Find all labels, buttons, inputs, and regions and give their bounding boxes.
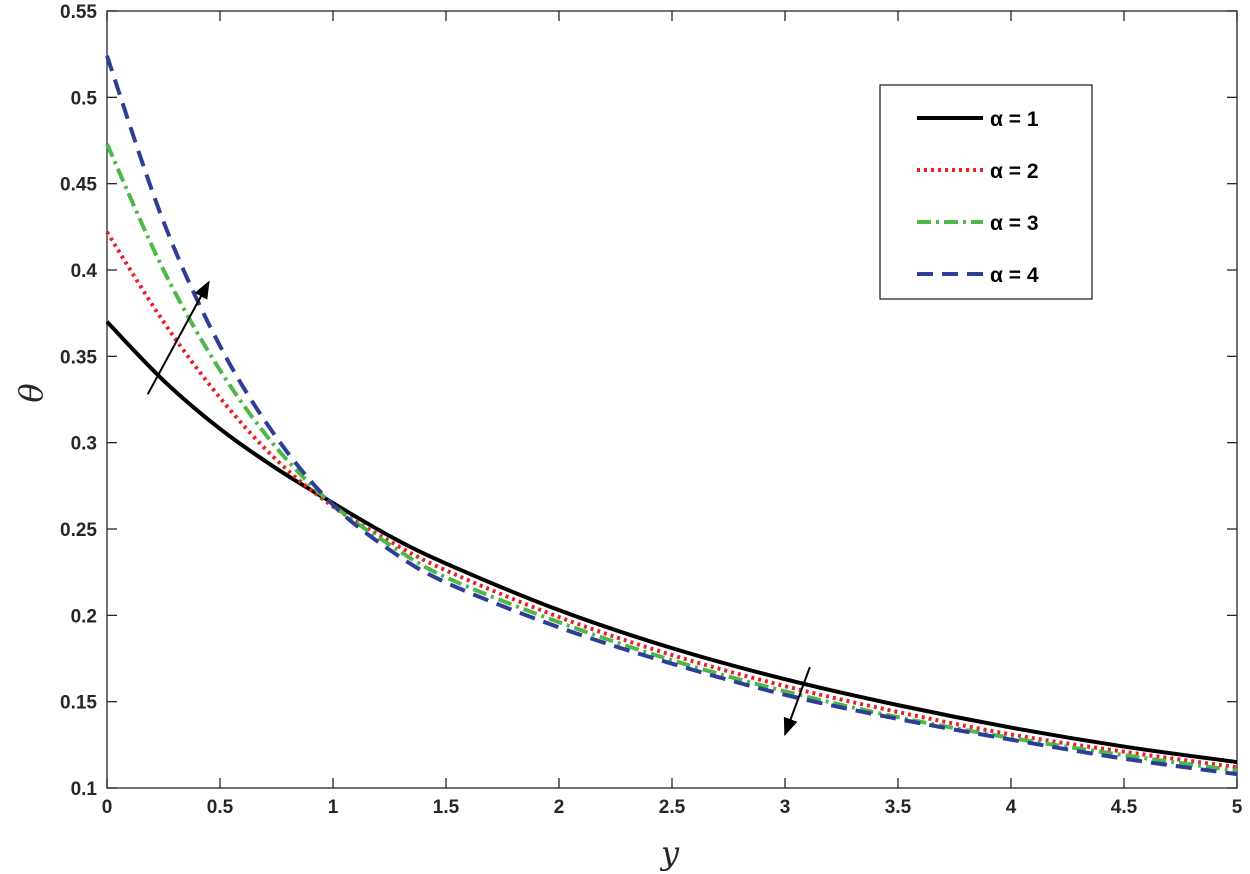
x-tick-label: 0.5 [207,797,234,818]
annotation-group [146,280,811,737]
y-tick-label: 0.35 [60,347,97,368]
series-line-alpha-3 [105,143,1238,773]
x-tick-label: 2 [554,797,565,818]
x-tick-label: 3.5 [885,797,912,818]
x-tick-label: 2.5 [659,797,686,818]
y-tick-label: 0.5 [71,88,98,109]
y-tick-label: 0.25 [60,520,97,541]
y-tick-label: 0.2 [71,606,97,627]
annotation-arrow-2 [783,666,811,737]
axes: 0 0.5 1 1.5 2 2.5 3 3.5 4 4.5 5 0.1 0.15 0.2 0.25 0.3 0.… [60,2,1243,818]
x-axis-title: y [659,834,680,872]
x-tick-label: 4 [1006,797,1017,818]
y-tick-label: 0.3 [71,434,97,455]
series-line-alpha-1 [105,320,1238,765]
annotation-arrow-1 [146,280,210,395]
series-group [105,55,1238,777]
x-tick-label: 1.5 [433,797,460,818]
x-tick-label: 1 [328,797,339,818]
y-tick-label: 0.15 [60,693,97,714]
y-tick-label: 0.1 [71,779,98,800]
y-tick-label: 0.45 [60,175,97,196]
x-tick-label: 5 [1232,797,1243,818]
y-tick-label: 0.55 [60,2,97,23]
y-axis-title: θ [12,383,50,402]
x-tick-label: 0 [102,797,113,818]
legend-label: α = 4 [990,264,1039,287]
legend-label: α = 3 [990,212,1039,235]
legend-label: α = 2 [990,160,1039,183]
legend-label: α = 1 [990,108,1039,131]
y-tick-label: 0.4 [71,261,98,282]
legend: α = 1 α = 2 α = 3 α = 4 [879,84,1093,300]
x-tick-label: 4.5 [1111,797,1138,818]
legend-box [879,84,1093,300]
series-line-alpha-4 [105,55,1238,777]
x-tick-label: 3 [780,797,791,818]
